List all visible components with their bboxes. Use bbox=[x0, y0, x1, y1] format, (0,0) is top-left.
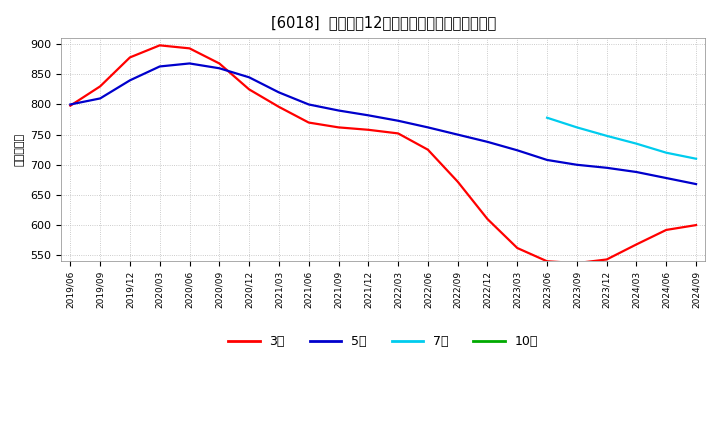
5年 bbox=[215, 66, 224, 71]
Line: 7年: 7年 bbox=[547, 118, 696, 159]
5年 bbox=[274, 90, 283, 95]
7年 bbox=[572, 125, 581, 130]
5年 bbox=[125, 78, 134, 83]
3年 bbox=[305, 120, 313, 125]
5年 bbox=[603, 165, 611, 170]
7年 bbox=[662, 150, 670, 155]
3年 bbox=[364, 127, 373, 132]
3年 bbox=[543, 259, 552, 264]
3年 bbox=[572, 260, 581, 266]
5年 bbox=[632, 169, 641, 175]
3年 bbox=[125, 55, 134, 60]
5年 bbox=[364, 113, 373, 118]
Y-axis label: （百万円）: （百万円） bbox=[15, 133, 25, 166]
3年 bbox=[632, 242, 641, 247]
3年 bbox=[66, 103, 75, 108]
Line: 3年: 3年 bbox=[71, 45, 696, 263]
3年 bbox=[513, 246, 521, 251]
3年 bbox=[692, 223, 701, 228]
3年 bbox=[603, 257, 611, 262]
3年 bbox=[423, 147, 432, 152]
5年 bbox=[543, 158, 552, 163]
7年 bbox=[603, 133, 611, 139]
3年 bbox=[454, 179, 462, 184]
3年 bbox=[185, 46, 194, 51]
7年 bbox=[632, 141, 641, 147]
3年 bbox=[156, 43, 164, 48]
5年 bbox=[394, 118, 402, 123]
5年 bbox=[454, 132, 462, 137]
5年 bbox=[483, 139, 492, 144]
5年 bbox=[156, 64, 164, 69]
5年 bbox=[96, 96, 104, 101]
5年 bbox=[66, 102, 75, 107]
3年 bbox=[394, 131, 402, 136]
3年 bbox=[334, 125, 343, 130]
7年 bbox=[543, 115, 552, 121]
3年 bbox=[274, 104, 283, 110]
7年 bbox=[692, 156, 701, 161]
5年 bbox=[423, 125, 432, 130]
5年 bbox=[334, 108, 343, 113]
3年 bbox=[662, 227, 670, 233]
5年 bbox=[513, 148, 521, 153]
3年 bbox=[483, 216, 492, 222]
5年 bbox=[185, 61, 194, 66]
5年 bbox=[572, 162, 581, 167]
3年 bbox=[245, 87, 253, 92]
Line: 5年: 5年 bbox=[71, 63, 696, 184]
5年 bbox=[305, 102, 313, 107]
3年 bbox=[215, 61, 224, 66]
Legend: 3年, 5年, 7年, 10年: 3年, 5年, 7年, 10年 bbox=[223, 330, 543, 353]
5年 bbox=[662, 176, 670, 181]
5年 bbox=[245, 75, 253, 80]
3年 bbox=[96, 84, 104, 89]
5年 bbox=[692, 181, 701, 187]
Title: [6018]  経常利益12か月移動合計の平均値の推移: [6018] 経常利益12か月移動合計の平均値の推移 bbox=[271, 15, 496, 30]
